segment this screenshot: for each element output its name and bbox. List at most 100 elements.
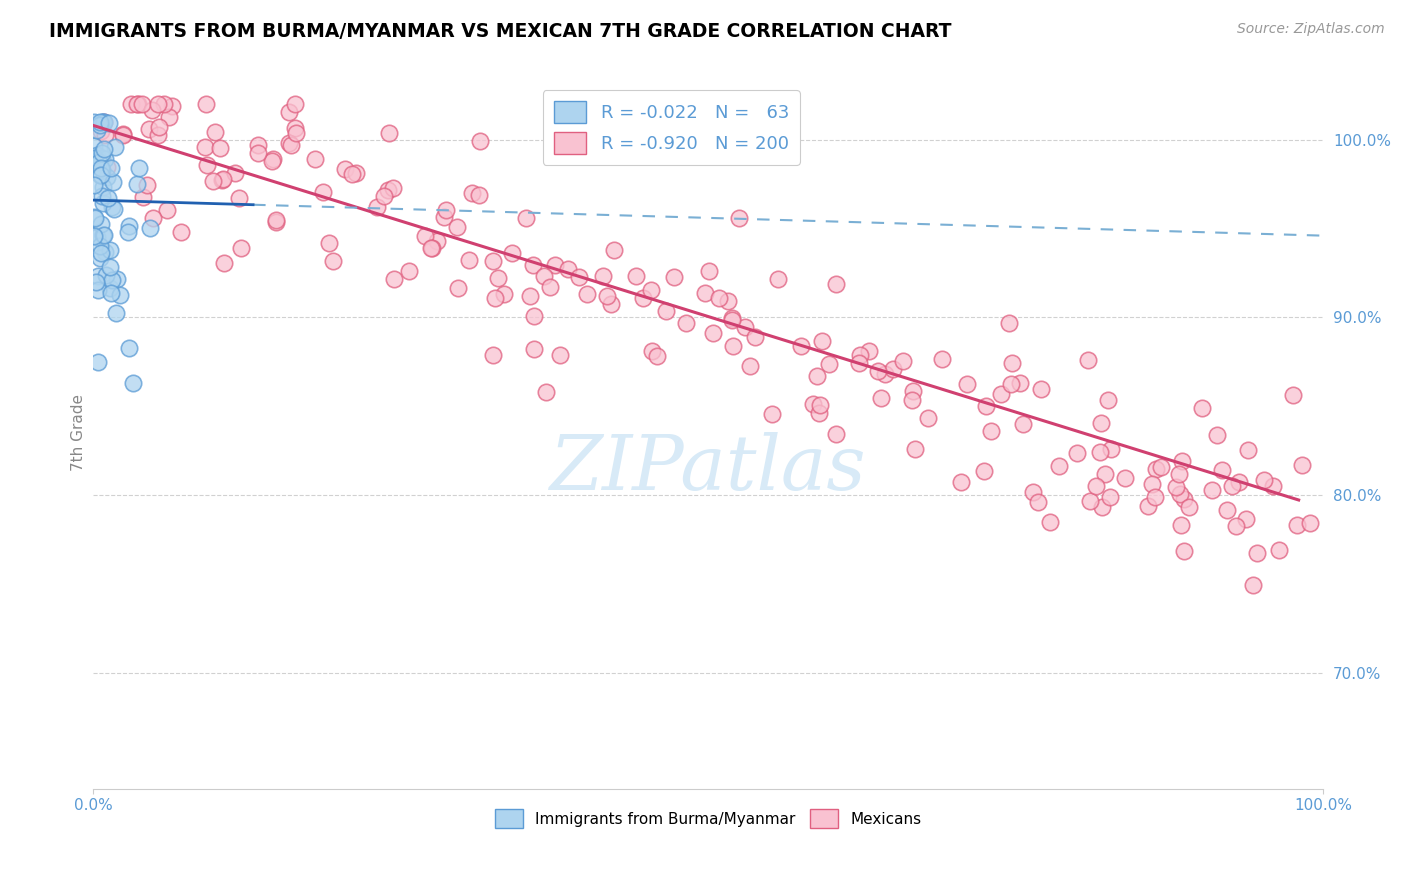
Point (790, 339, 813, 353)
Point (980, 424, 1002, 438)
Point (740, 359, 762, 374)
Point (1039, 516, 1062, 530)
Text: IMMIGRANTS FROM BURMA/MYANMAR VS MEXICAN 7TH GRADE CORRELATION CHART: IMMIGRANTS FROM BURMA/MYANMAR VS MEXICAN… (49, 22, 952, 41)
Point (675, 316, 697, 330)
Point (1144, 462, 1167, 476)
Point (94, 268, 117, 283)
Point (224, 166, 246, 180)
Point (117, 219, 139, 234)
Point (1091, 500, 1114, 515)
Point (112, 128, 135, 143)
Point (858, 344, 880, 359)
Point (468, 134, 491, 148)
Point (436, 202, 458, 217)
Point (93, 245, 115, 260)
Point (90, 246, 112, 260)
Point (956, 376, 979, 391)
Point (413, 228, 436, 243)
Point (519, 289, 541, 303)
Point (1205, 428, 1227, 442)
Point (159, 110, 181, 124)
Point (89, 252, 111, 266)
Point (373, 189, 395, 203)
Point (83, 138, 105, 153)
Point (127, 97, 149, 112)
Point (121, 376, 143, 391)
Point (974, 400, 997, 414)
Point (1171, 454, 1194, 468)
Point (342, 167, 364, 181)
Point (1098, 490, 1121, 504)
Point (806, 369, 828, 384)
Point (655, 304, 678, 318)
Point (93, 228, 115, 243)
Point (87, 269, 110, 284)
Point (212, 172, 235, 186)
Point (744, 330, 766, 344)
Point (1286, 517, 1309, 532)
Point (707, 291, 730, 305)
Point (734, 320, 756, 334)
Point (98, 281, 121, 295)
Point (284, 120, 307, 135)
Point (721, 338, 744, 352)
Point (808, 399, 831, 413)
Point (728, 211, 751, 225)
Point (138, 122, 160, 136)
Point (1011, 417, 1033, 431)
Point (825, 426, 848, 441)
Point (1227, 475, 1250, 489)
Point (811, 334, 834, 348)
Point (1022, 485, 1045, 500)
Point (381, 180, 404, 194)
Point (84, 276, 107, 290)
Point (89, 115, 111, 129)
Point (312, 185, 335, 199)
Point (1090, 445, 1112, 459)
Point (824, 277, 846, 291)
Point (89, 238, 111, 252)
Point (100, 161, 122, 176)
Point (1029, 382, 1052, 396)
Point (949, 475, 972, 489)
Point (1010, 376, 1032, 390)
Point (204, 125, 226, 139)
Point (1066, 446, 1088, 460)
Point (194, 140, 217, 154)
Point (104, 306, 127, 320)
Point (322, 253, 344, 268)
Point (90, 124, 112, 138)
Point (103, 202, 125, 216)
Point (1168, 467, 1191, 481)
Point (280, 137, 302, 152)
Point (195, 97, 218, 112)
Point (600, 297, 623, 311)
Point (304, 152, 326, 166)
Point (990, 387, 1012, 401)
Point (83, 211, 105, 225)
Point (1099, 442, 1122, 457)
Point (533, 268, 555, 283)
Point (214, 256, 236, 270)
Point (89, 168, 111, 182)
Point (693, 285, 716, 300)
Point (101, 273, 124, 287)
Point (426, 234, 449, 248)
Point (86, 123, 108, 137)
Point (998, 316, 1021, 330)
Point (104, 140, 127, 154)
Point (202, 174, 225, 188)
Point (195, 158, 218, 172)
Point (84, 151, 107, 165)
Point (318, 236, 340, 251)
Point (382, 271, 405, 285)
Point (118, 341, 141, 355)
Point (117, 226, 139, 240)
Point (1220, 479, 1243, 493)
Point (917, 411, 939, 425)
Point (153, 97, 176, 112)
Point (576, 286, 599, 301)
Point (849, 349, 872, 363)
Point (366, 200, 388, 214)
Point (141, 103, 163, 118)
